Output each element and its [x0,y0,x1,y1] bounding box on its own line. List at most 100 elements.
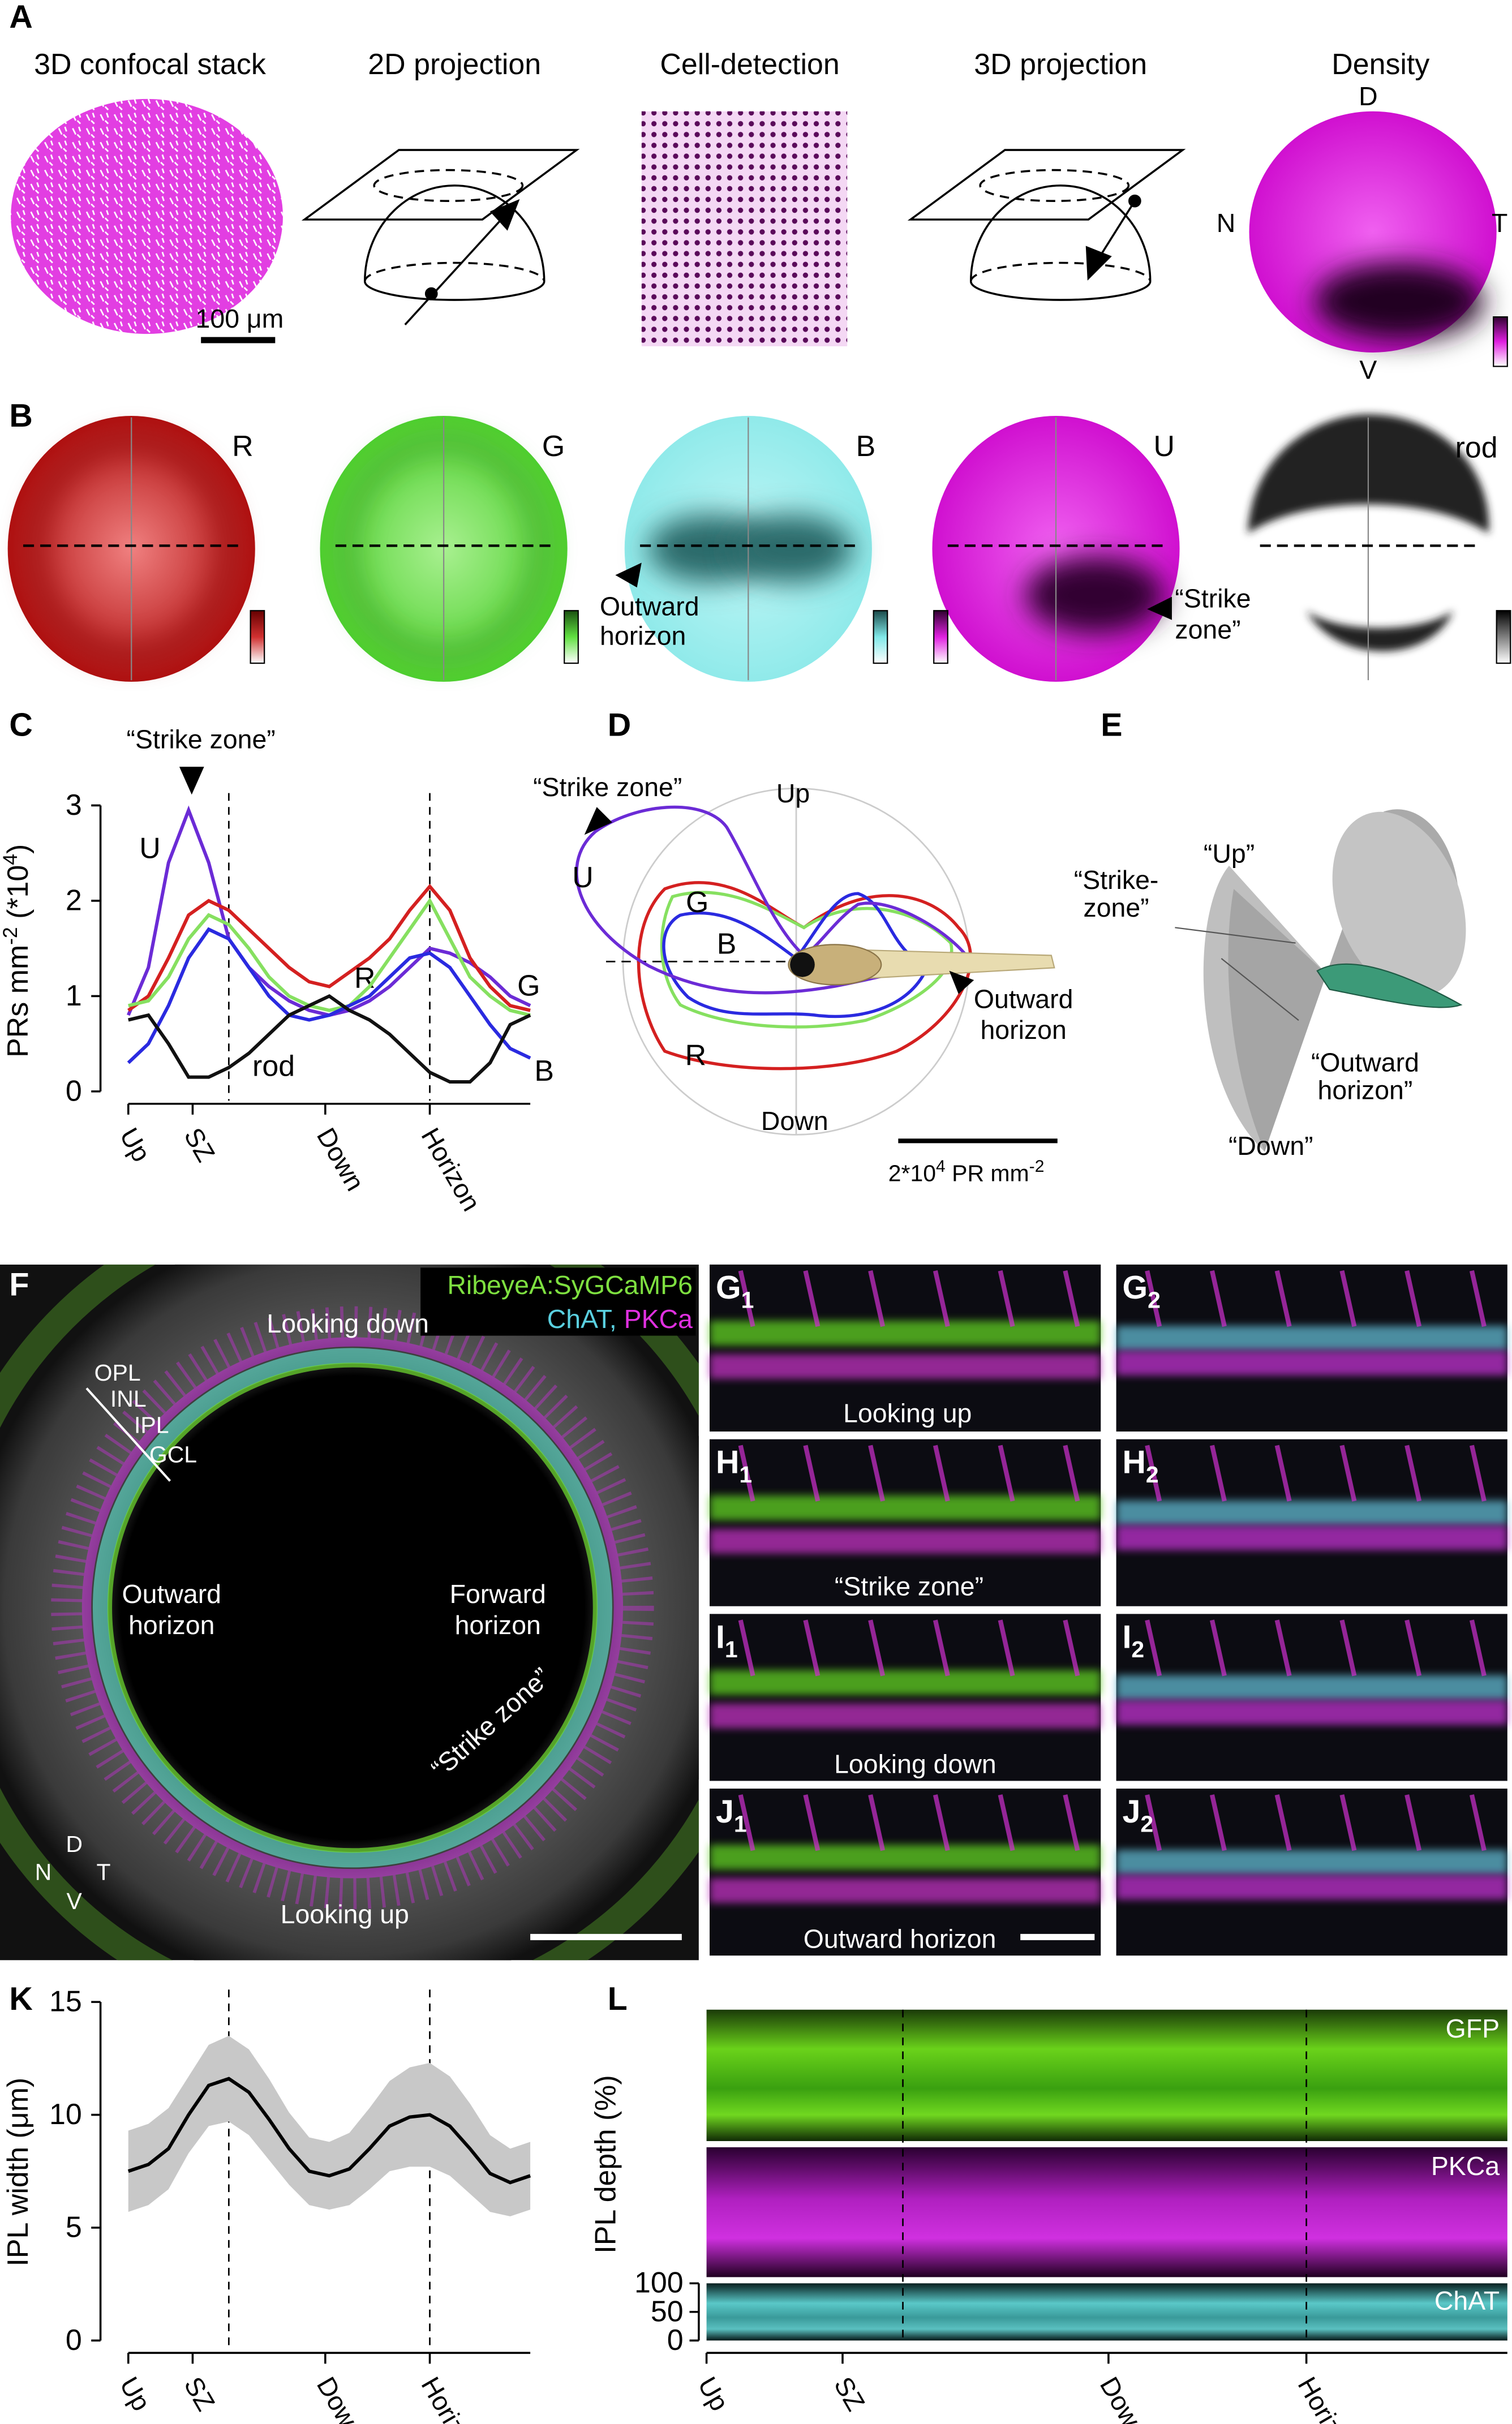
process [738,1270,755,1327]
process [998,1619,1015,1677]
layer-band [1116,1700,1507,1725]
panel-label: C [9,707,32,743]
process [1339,1445,1357,1502]
process [1063,1794,1080,1851]
layer-band [710,1878,1101,1903]
polar-curve [575,805,969,995]
panel-label: H2 [1123,1445,1159,1488]
layer-band [1116,1850,1507,1875]
series-line [127,884,531,1012]
direction-label: Up [776,779,810,808]
region-label: horizon [455,1610,541,1640]
process [1274,1270,1292,1327]
series-line [126,805,531,1017]
image-caption: “Strike zone” [835,1572,983,1601]
y-tick-label: 100 [634,2267,684,2300]
x-tick-label: Horizon [415,1123,486,1216]
process [1274,1619,1292,1677]
y-tick-label: 0 [66,1075,82,1107]
channel-label: B [856,430,876,463]
panel-label: J2 [1123,1794,1154,1837]
panel-label: B [9,398,32,434]
channel-label: U [1154,430,1175,463]
x-tick-label: SZ [828,2372,871,2416]
direction-label: Down [761,1106,828,1136]
density-band [729,514,854,583]
layer-band [1116,1500,1507,1525]
y-tick-label: 5 [66,2211,82,2244]
annotation: “Strike zone” [533,772,682,802]
curve-label: G [686,886,708,919]
annotation: “Up” [1204,839,1255,869]
larva [788,944,1055,986]
legend-part: ChAT, [547,1304,624,1334]
process [998,1270,1015,1327]
legend-entry: ChAT, PKCa [547,1304,693,1334]
annotation: Outward [974,984,1073,1013]
label-part: G [1123,1270,1148,1306]
layer-label: GCL [149,1442,197,1468]
process [1404,1619,1422,1677]
layer-band [1116,1875,1507,1900]
image-caption: Looking down [834,1750,996,1779]
panel-label: H1 [716,1445,752,1488]
process [1145,1270,1162,1327]
annotation: horizon [980,1015,1066,1045]
colorbar [933,610,948,664]
channel-label: G [542,430,565,463]
process [1404,1270,1422,1327]
process [868,1619,886,1677]
annotation: horizon [600,621,686,650]
layer-band [710,1703,1101,1729]
x-tick-label: Up [114,1123,157,1166]
process [933,1445,950,1502]
colorbar [250,610,265,664]
process [1404,1445,1422,1502]
arrowhead [615,562,642,588]
cell-detection-dots [641,111,848,347]
process [1209,1619,1227,1677]
series-label: rod [252,1050,295,1083]
scale-label: 100 μm [196,304,284,333]
arrowhead [584,807,612,835]
annotation: Outward [600,591,699,621]
process [738,1794,755,1851]
error-band [128,2035,531,2217]
channel-label: rod [1455,432,1498,465]
label-part: 1 [739,1462,752,1488]
region-label: Forward [450,1579,546,1609]
annotation: zone” [1083,893,1149,922]
orientation-label: N [35,1859,52,1885]
panel-title: 3D confocal stack [34,48,267,81]
label-part: I [1123,1619,1132,1655]
orientation-label: D [66,1831,83,1857]
process [1469,1445,1487,1502]
panel-label: K [9,1981,32,2017]
y-tick-label: 10 [49,2098,82,2131]
y-tick-label: 2 [66,884,82,917]
process [803,1270,821,1327]
region-label: horizon [128,1610,214,1640]
process [868,1794,886,1851]
annotation: “Outward [1311,1047,1419,1077]
series-label: G [517,970,540,1003]
x-tick-label: Up [693,2372,735,2416]
panel-label: I1 [716,1619,738,1662]
layer-band [710,1670,1101,1695]
depth-profile [706,2009,1507,2141]
depth-profile [706,2147,1507,2277]
label-part: 1 [741,1287,754,1313]
label-part: I [716,1619,725,1655]
panel-label: D [608,707,631,743]
x-tick-label: Down [311,1123,370,1196]
process [803,1794,821,1851]
depth-profile [706,2283,1507,2341]
orientation-label: V [66,1888,82,1914]
process [1209,1794,1227,1851]
label-part: 2*10 [888,1160,936,1186]
panel-label: A [9,0,32,35]
annotation: “Strike [1175,584,1251,613]
zoom-image [710,1439,1101,1606]
process [933,1619,950,1677]
